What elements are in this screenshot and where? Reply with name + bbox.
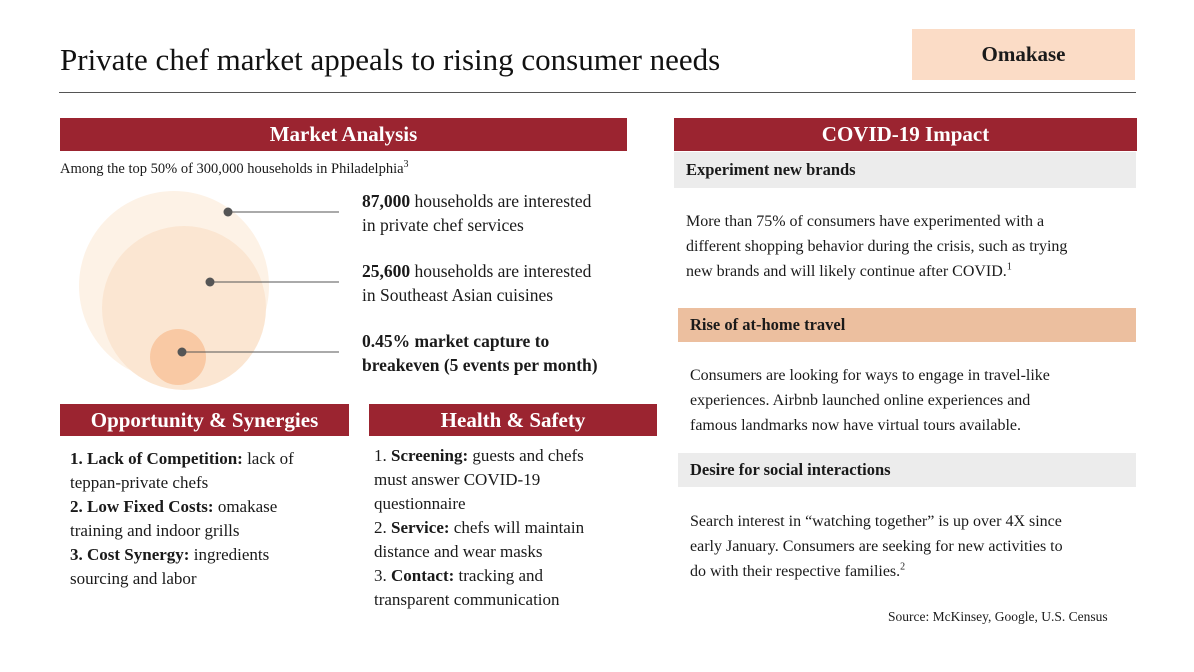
- list-item-continuation: training and indoor grills: [70, 521, 240, 540]
- list-item-continuation: questionnaire: [374, 494, 466, 513]
- list-item: 3. Cost Synergy: ingredients: [70, 545, 270, 564]
- list-item-continuation: teppan-private chefs: [70, 473, 209, 492]
- stat-interested-private-chef: 87,000 households are interested in priv…: [362, 189, 591, 237]
- stat-3-line1: 0.45% market capture to: [362, 331, 550, 351]
- health-safety-heading: Health & Safety: [369, 404, 657, 436]
- stat-interested-southeast-asian: 25,600 households are interested in Sout…: [362, 259, 591, 307]
- list-item: 3. Contact: tracking and: [374, 566, 544, 585]
- list-item: 2. Service: chefs will maintain: [374, 518, 585, 537]
- stat-3-line2: breakeven (5 events per month): [362, 355, 598, 375]
- stat-2-text: households are interested: [410, 261, 592, 281]
- list-item: 2. Low Fixed Costs: omakase: [70, 497, 278, 516]
- market-intro-footnote: 3: [403, 159, 409, 171]
- stat-2-dot: [205, 277, 215, 287]
- footnote-2: 2: [900, 561, 906, 573]
- stat-1-number: 87,000: [362, 191, 411, 211]
- list-item-continuation: must answer COVID-19: [374, 470, 541, 489]
- experiment-brands-subheading: Experiment new brands: [674, 152, 1136, 188]
- page-title: Private chef market appeals to rising co…: [60, 42, 721, 77]
- at-home-travel-text: Consumers are looking for ways to engage…: [690, 367, 1050, 434]
- social-interactions-subheading: Desire for social interactions: [678, 453, 1136, 487]
- at-home-travel-subheading: Rise of at-home travel: [678, 308, 1136, 342]
- market-circles-diagram: [79, 191, 339, 390]
- source-note: Source: McKinsey, Google, U.S. Census: [888, 609, 1108, 624]
- footnote-1: 1: [1006, 261, 1012, 273]
- list-item: 1. Lack of Competition: lack of: [70, 449, 294, 468]
- stat-3-dot: [177, 347, 187, 357]
- list-item: 1. Screening: guests and chefs: [374, 446, 584, 465]
- social-interactions-text: Search interest in “watching together” i…: [690, 513, 1063, 580]
- opportunity-heading: Opportunity & Synergies: [60, 404, 349, 436]
- market-intro-text: Among the top 50% of 300,000 households …: [60, 161, 404, 177]
- stat-2-text-line2: in Southeast Asian cuisines: [362, 285, 554, 305]
- breakeven-circle: [150, 329, 206, 385]
- health-safety-list: 1. Screening: guests and chefs must answ…: [374, 444, 584, 612]
- list-item-continuation: transparent communication: [374, 590, 560, 609]
- southeast-asian-circle: [102, 226, 266, 390]
- market-intro: Among the top 50% of 300,000 households …: [60, 159, 409, 178]
- stat-1-dot: [223, 207, 233, 217]
- omakase-tag: Omakase: [912, 29, 1135, 80]
- stat-market-capture: 0.45% market capture to breakeven (5 eve…: [362, 329, 598, 377]
- title-divider: [59, 92, 1136, 93]
- covid-impact-heading: COVID-19 Impact: [674, 118, 1137, 151]
- stat-2-number: 25,600: [362, 261, 411, 281]
- opportunity-list: 1. Lack of Competition: lack of teppan-p…: [70, 447, 294, 591]
- stat-1-text-line2: in private chef services: [362, 215, 524, 235]
- list-item-continuation: distance and wear masks: [374, 542, 543, 561]
- market-analysis-heading: Market Analysis: [60, 118, 627, 151]
- experiment-brands-text: More than 75% of consumers have experime…: [686, 213, 1068, 280]
- list-item-continuation: sourcing and labor: [70, 569, 197, 588]
- stat-1-text: households are interested: [410, 191, 592, 211]
